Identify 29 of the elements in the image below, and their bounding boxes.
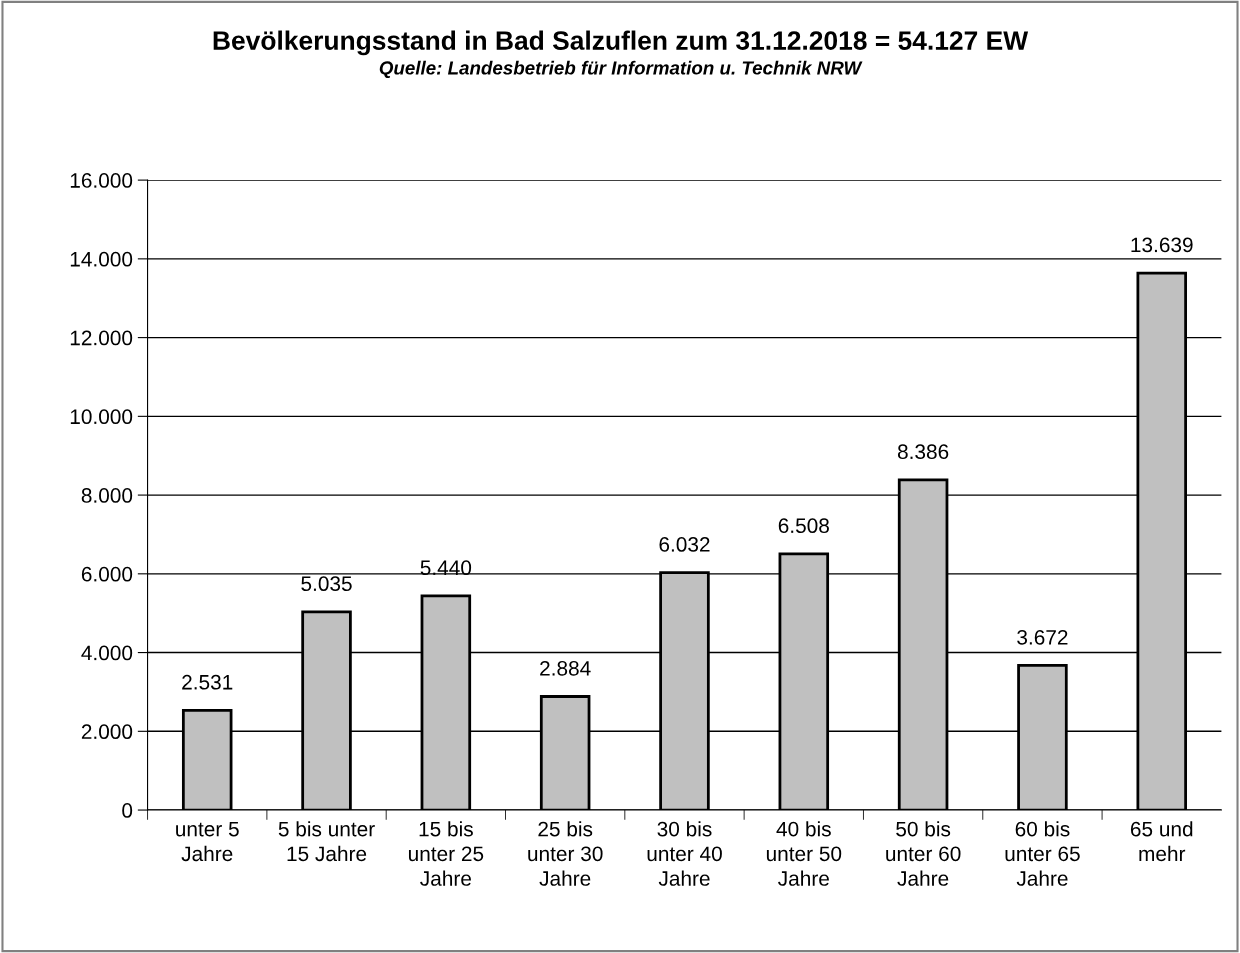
data-label: 5.440 [420, 560, 472, 576]
data-label: 2.884 [540, 660, 591, 676]
chart-title: Bevölkerungsstand in Bad Salzuflen zum 31.12.2018 = 54.127 EW [213, 30, 1029, 56]
y-tick-label: 10.000 [70, 409, 133, 425]
y-tick-label: 2.000 [81, 724, 133, 740]
data-label: 13.639 [1131, 237, 1193, 253]
x-tick-label: 5 bis unter 15 Jahre [278, 821, 375, 862]
x-tick-label: 60 bis unter 65 Jahre [1005, 821, 1080, 886]
y-tick-label: 8.000 [81, 488, 133, 503]
x-tick-label: 30 bis unter 40 Jahre [647, 821, 722, 886]
x-tick-label: 65 und mehr [1130, 821, 1193, 862]
data-label: 6.508 [778, 518, 829, 534]
x-tick-label: 25 bis unter 30 Jahre [528, 821, 603, 886]
y-tick-label: 14.000 [70, 251, 133, 267]
x-tick-label: unter 5 Jahre [176, 821, 239, 862]
y-tick-label: 4.000 [81, 645, 133, 661]
chart-subtitle: Quelle: Landesbetrieb für Information u. Technik NRW [379, 60, 863, 79]
y-tick-label: 16.000 [70, 173, 133, 188]
x-tick-label: 40 bis unter 50 Jahre [766, 821, 842, 886]
data-label: 2.531 [182, 674, 233, 690]
y-tick-label: 6.000 [81, 566, 133, 582]
data-label: 8.386 [897, 444, 949, 460]
y-tick-label: 0 [122, 803, 133, 818]
data-label: 6.032 [659, 537, 710, 552]
x-tick-label: 50 bis unter 60 Jahre [886, 821, 961, 886]
y-tick-label: 12.000 [70, 330, 133, 346]
data-label: 5.035 [301, 576, 352, 592]
data-label: 3.672 [1017, 629, 1068, 645]
x-tick-label: 15 bis unter 25 Jahre [408, 821, 484, 886]
